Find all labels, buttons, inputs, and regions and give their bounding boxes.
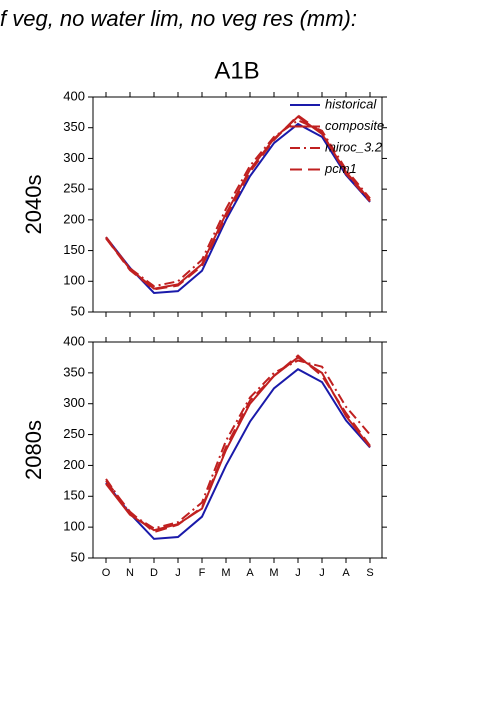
y-tick-label: 200 bbox=[63, 457, 85, 472]
y-tick-label: 350 bbox=[63, 119, 85, 134]
x-tick-label: D bbox=[150, 567, 158, 579]
series-line bbox=[105, 359, 371, 530]
x-tick-label: M bbox=[221, 567, 230, 579]
page-title: f veg, no water lim, no veg res (mm): bbox=[0, 6, 357, 31]
y-tick-label: 50 bbox=[71, 549, 85, 564]
y-tick-label: 350 bbox=[63, 364, 85, 379]
y-tick-label: 100 bbox=[63, 519, 85, 534]
y-tick-label: 150 bbox=[63, 242, 85, 257]
legend-label: miroc_3.2 bbox=[325, 139, 383, 154]
legend-label: pcm1 bbox=[324, 161, 357, 176]
y-tick-label: 150 bbox=[63, 488, 85, 503]
panel-label: 2080s bbox=[21, 420, 46, 480]
series-line bbox=[105, 122, 371, 295]
x-tick-label: A bbox=[342, 567, 350, 579]
y-tick-label: 400 bbox=[63, 333, 85, 348]
panel-label: 2040s bbox=[21, 175, 46, 235]
x-tick-label: S bbox=[366, 567, 373, 579]
plot-frame bbox=[92, 96, 383, 313]
x-tick-label: J bbox=[175, 567, 181, 579]
plot-frame bbox=[92, 341, 383, 559]
y-tick-label: 250 bbox=[63, 181, 85, 196]
x-tick-label: J bbox=[295, 567, 301, 579]
x-tick-label: A bbox=[246, 567, 254, 579]
x-tick-label: J bbox=[319, 567, 325, 579]
legend-label: historical bbox=[325, 96, 377, 111]
series-line bbox=[105, 119, 371, 288]
series-line bbox=[105, 114, 371, 291]
x-tick-label: M bbox=[269, 567, 278, 579]
y-tick-label: 300 bbox=[63, 150, 85, 165]
y-tick-label: 100 bbox=[63, 273, 85, 288]
y-tick-label: 400 bbox=[63, 88, 85, 103]
x-tick-label: O bbox=[102, 567, 111, 579]
scenario-title: A1B bbox=[214, 57, 259, 84]
y-tick-label: 50 bbox=[71, 303, 85, 318]
y-tick-label: 200 bbox=[63, 211, 85, 226]
x-tick-label: N bbox=[126, 567, 134, 579]
legend-label: composite bbox=[325, 118, 384, 133]
series-line bbox=[105, 354, 371, 534]
y-tick-label: 300 bbox=[63, 395, 85, 410]
series-line bbox=[105, 368, 371, 540]
y-tick-label: 250 bbox=[63, 426, 85, 441]
x-tick-label: F bbox=[199, 567, 206, 579]
